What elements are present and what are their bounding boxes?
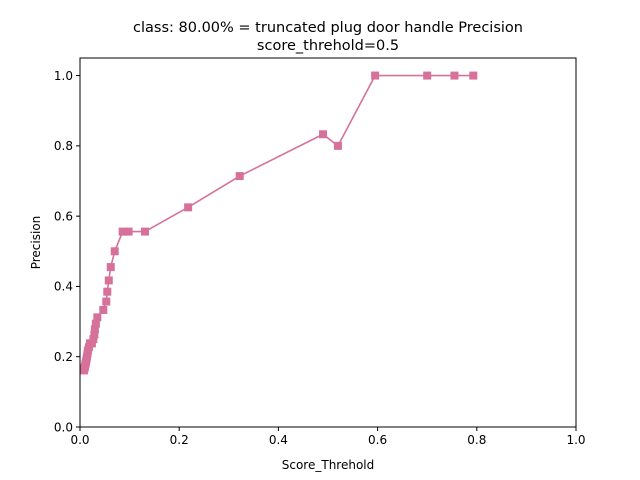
data-point [89, 335, 98, 344]
data-point [91, 319, 100, 328]
x-tick-label: 0.0 [70, 433, 89, 447]
y-tick-label: 1.0 [54, 69, 73, 83]
data-point [90, 325, 99, 334]
y-tick-label: 0.6 [54, 209, 73, 223]
data-point [93, 313, 102, 322]
data-point [319, 130, 328, 139]
data-point [103, 287, 112, 296]
data-point [99, 305, 108, 314]
data-point [106, 263, 115, 272]
data-point [118, 227, 127, 236]
data-point [469, 71, 478, 80]
x-tick-label: 0.6 [368, 433, 387, 447]
data-point [423, 71, 432, 80]
y-tick-label: 0.4 [54, 280, 73, 294]
y-tick-label: 0.2 [54, 350, 73, 364]
data-point [333, 141, 342, 150]
plot-frame [79, 57, 577, 428]
data-point [90, 330, 99, 339]
data-point [104, 276, 113, 285]
data-point [371, 71, 380, 80]
x-tick-label: 0.8 [467, 433, 486, 447]
y-tick-label: 0.8 [54, 139, 73, 153]
data-point [235, 172, 244, 181]
chart-title: class: 80.00% = truncated plug door hand… [133, 20, 523, 36]
y-axis-label: Precision [29, 216, 43, 270]
y-tick-label: 0.0 [54, 420, 73, 434]
data-point [450, 71, 459, 80]
chart-subtitle: score_threhold=0.5 [257, 38, 399, 54]
x-tick-label: 0.4 [269, 433, 288, 447]
data-point [110, 247, 119, 256]
data-point [124, 227, 133, 236]
x-axis-label: Score_Threhold [282, 458, 375, 472]
x-tick-label: 0.2 [170, 433, 189, 447]
x-tick-label: 1.0 [566, 433, 585, 447]
plot-area [79, 71, 478, 375]
data-point [102, 297, 111, 306]
data-point [140, 227, 149, 236]
data-point [79, 366, 88, 375]
data-point [184, 203, 193, 212]
